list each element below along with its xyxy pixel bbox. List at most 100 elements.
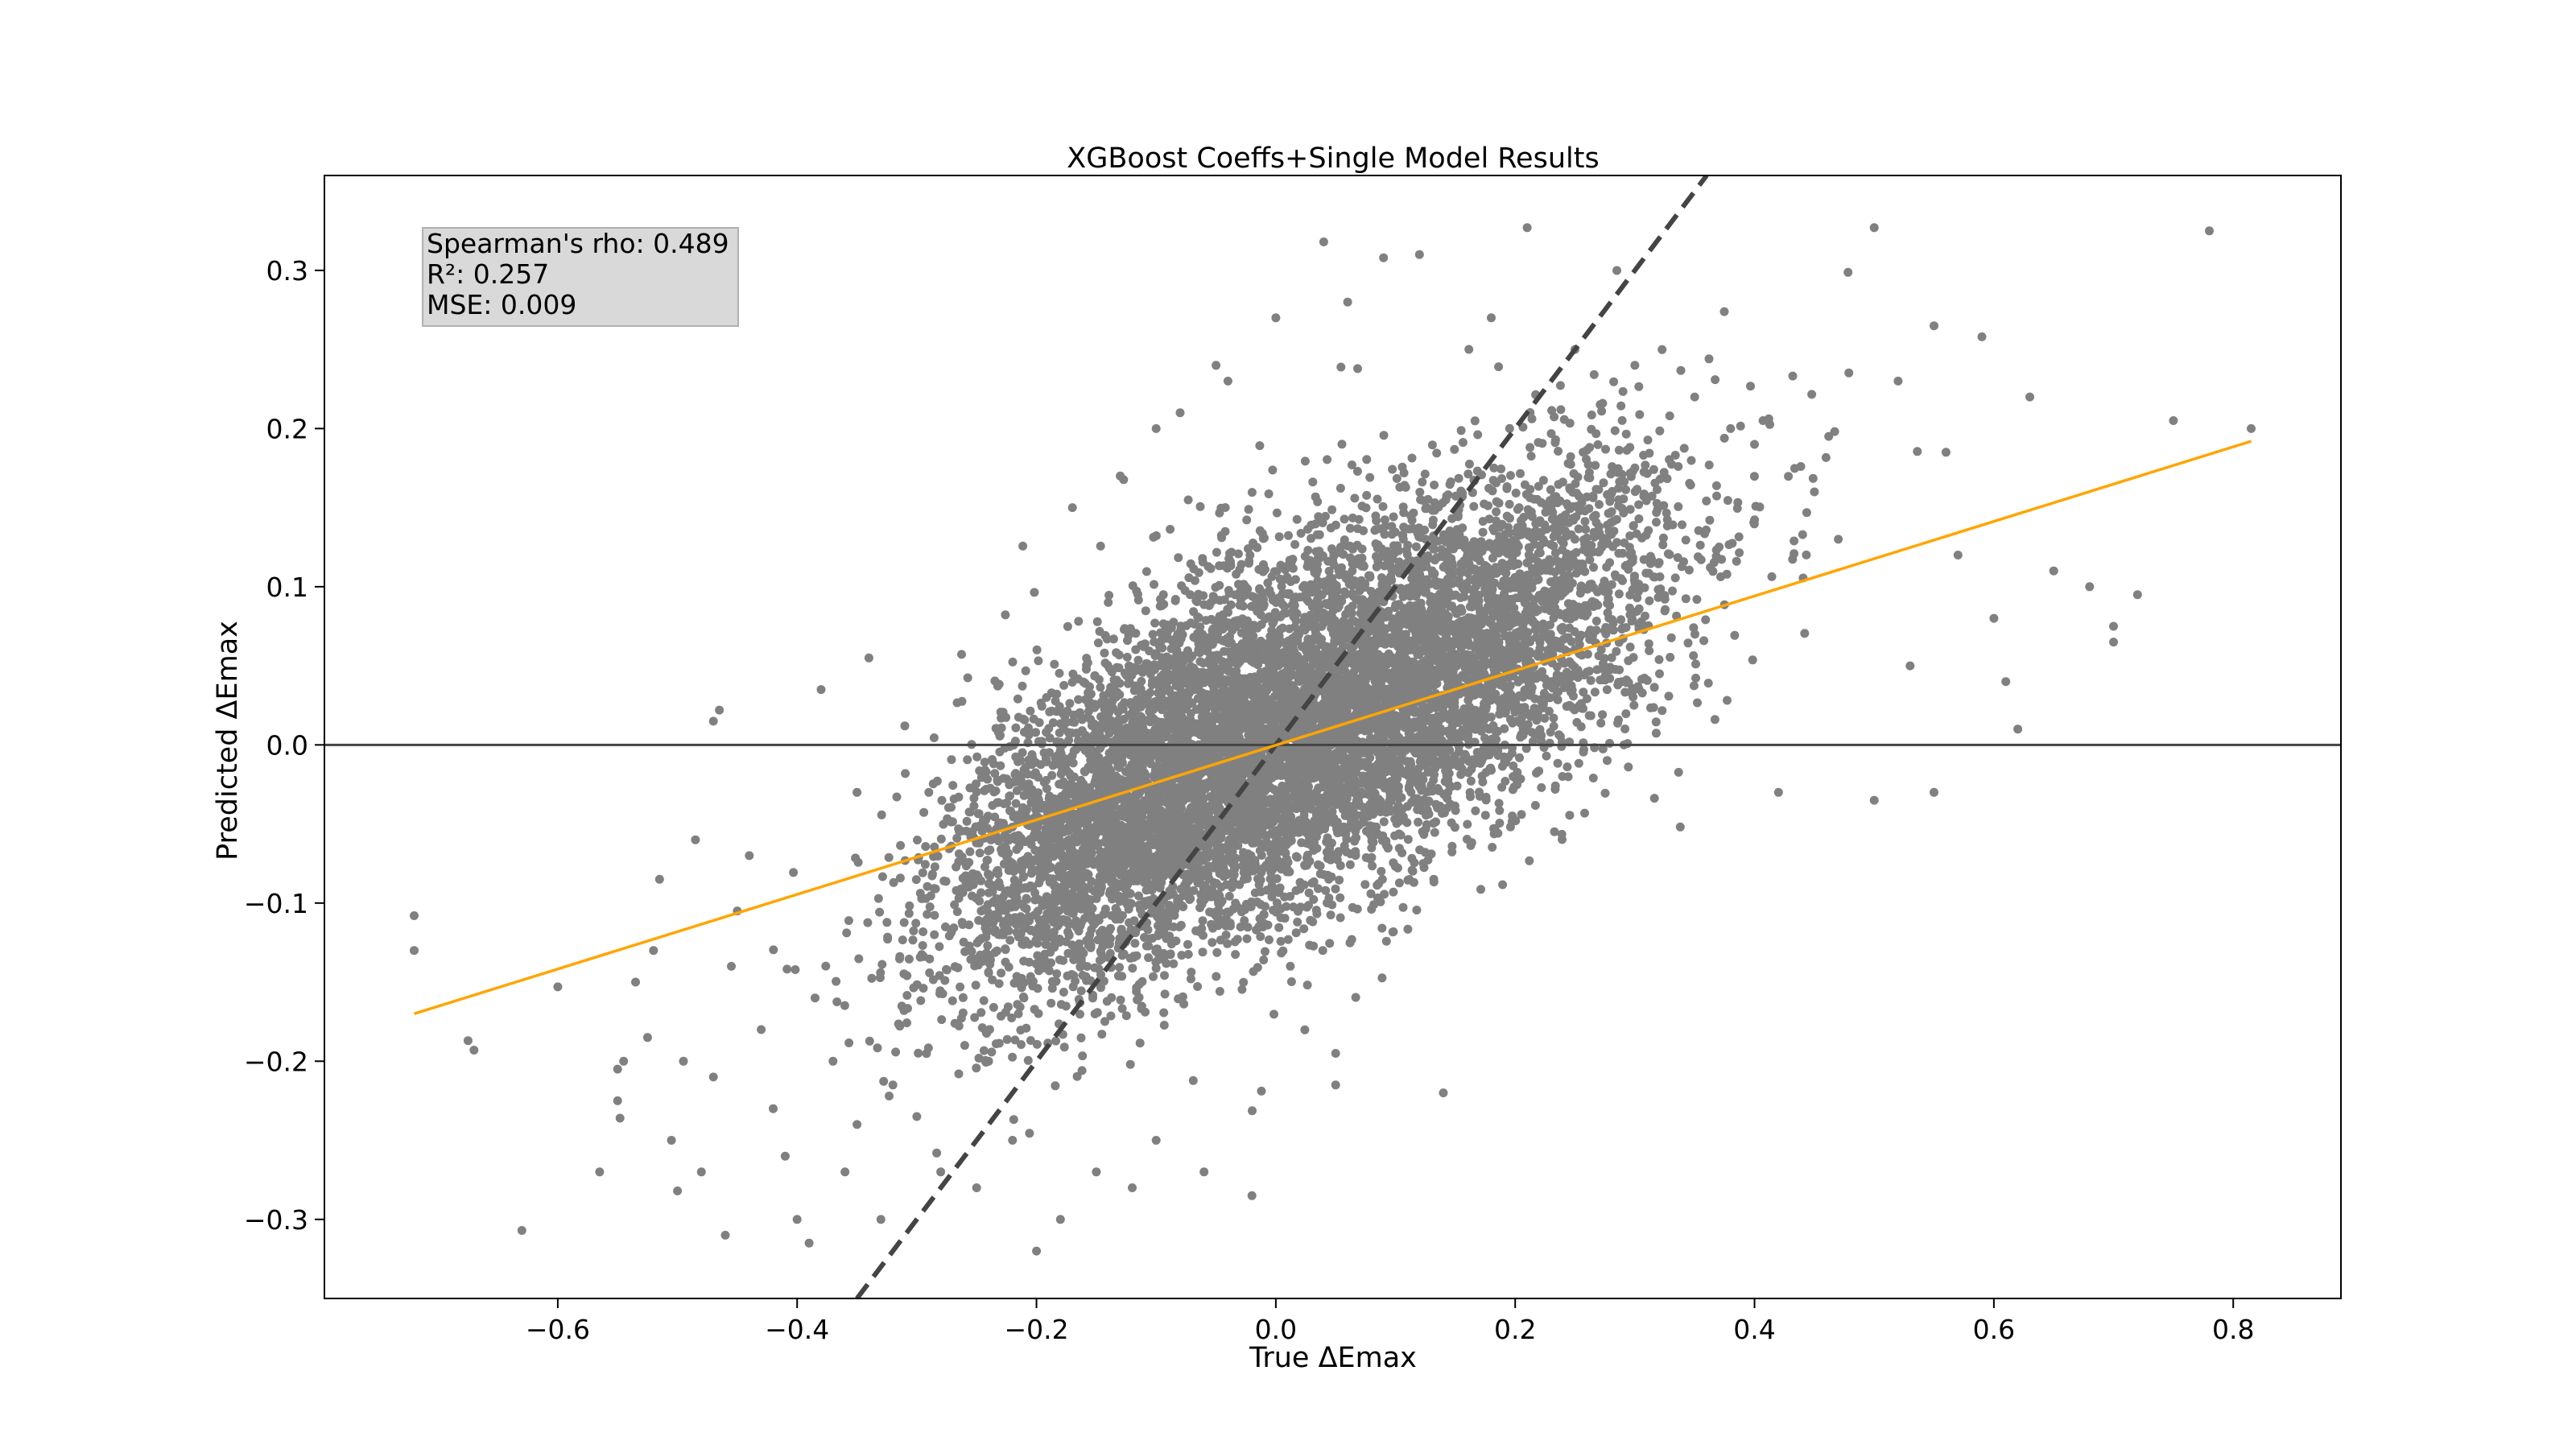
scatter-point (1712, 491, 1721, 501)
scatter-point (1704, 354, 1714, 364)
scatter-point (1337, 440, 1347, 449)
scatter-point (1535, 516, 1545, 526)
scatter-point (1658, 533, 1668, 543)
scatter-point (1620, 724, 1630, 733)
scatter-point (1651, 717, 1661, 727)
scatter-point (1345, 860, 1355, 869)
scatter-point (1420, 526, 1430, 535)
scatter-point (1304, 888, 1314, 898)
scatter-point (1257, 1086, 1266, 1096)
scatter-point (1420, 469, 1430, 479)
scatter-point (918, 868, 927, 877)
scatter-point (1104, 597, 1113, 607)
scatter-point (1411, 542, 1421, 551)
scatter-point (1614, 715, 1623, 724)
scatter-point (1554, 447, 1563, 456)
scatter-point (1649, 683, 1659, 692)
scatter-point (1639, 555, 1649, 564)
scatter-point (1654, 654, 1664, 664)
scatter-point (1666, 653, 1675, 662)
scatter-point (1059, 680, 1069, 690)
scatter-point (1403, 924, 1413, 934)
scatter-point (1644, 526, 1653, 535)
scatter-point (904, 954, 914, 964)
scatter-point (1464, 345, 1474, 354)
scatter-point (1174, 553, 1183, 563)
scatter-point (1224, 891, 1234, 901)
scatter-point (1470, 416, 1480, 426)
scatter-point (913, 836, 922, 844)
scatter-point (1087, 877, 1096, 886)
scatter-point (1633, 593, 1642, 603)
scatter-point (1211, 595, 1220, 605)
scatter-point (782, 964, 792, 974)
scatter-point (1365, 571, 1375, 580)
scatter-point (1034, 656, 1043, 666)
scatter-point (1137, 676, 1146, 686)
scatter-point (1476, 885, 1485, 894)
scatter-point (1092, 617, 1102, 626)
scatter-point (919, 927, 928, 936)
scatter-point (1558, 477, 1567, 487)
scatter-point (1594, 485, 1604, 494)
scatter-point (1695, 540, 1705, 550)
scatter-point (1645, 596, 1654, 605)
scatter-point (1715, 543, 1724, 551)
scatter-point (1300, 1025, 1310, 1034)
scatter-point (1657, 345, 1667, 354)
scatter-point (1502, 482, 1512, 491)
scatter-point (1683, 638, 1693, 648)
scatter-point (923, 910, 932, 919)
scatter-point (1649, 703, 1658, 712)
scatter-point (1044, 724, 1054, 733)
scatter-point (1639, 451, 1649, 460)
scatter-point (1844, 368, 1854, 378)
scatter-point (1662, 474, 1672, 484)
scatter-point (1130, 939, 1140, 948)
scatter-point (1537, 782, 1546, 792)
scatter-point (1407, 453, 1417, 463)
scatter-point (1377, 923, 1387, 933)
scatter-point (1177, 581, 1187, 591)
scatter-point (1300, 456, 1310, 466)
scatter-point (1377, 973, 1387, 983)
scatter-point (1398, 902, 1408, 912)
scatter-point (1617, 625, 1627, 634)
scatter-point (971, 980, 980, 990)
scatter-point (1255, 441, 1265, 451)
scatter-point (1446, 782, 1455, 791)
scatter-point (1596, 718, 1606, 728)
scatter-point (1767, 572, 1777, 581)
scatter-point (1241, 905, 1249, 914)
scatter-point (1545, 738, 1554, 748)
scatter-point (1366, 889, 1376, 898)
scatter-point (994, 979, 1004, 989)
scatter-point (962, 816, 972, 826)
scatter-point (997, 968, 1006, 978)
scatter-point (1133, 655, 1143, 665)
scatter-point (1629, 521, 1638, 530)
scatter-point (1347, 935, 1356, 944)
scatter-point (972, 1063, 981, 1073)
scatter-point (1032, 645, 1042, 654)
scatter-point (1321, 886, 1331, 895)
scatter-point (930, 930, 939, 939)
scatter-point (1689, 681, 1699, 691)
scatter-point (1589, 512, 1599, 522)
scatter-point (1188, 1075, 1198, 1085)
scatter-point (769, 945, 778, 955)
scatter-point (1614, 445, 1624, 455)
scatter-point (1065, 699, 1075, 708)
scatter-point (1480, 499, 1489, 509)
scatter-point (1137, 667, 1147, 677)
scatter-point (1699, 636, 1709, 646)
scatter-point (1569, 469, 1579, 478)
scatter-point (1391, 600, 1401, 609)
scatter-point (1013, 1009, 1023, 1018)
scatter-point (1612, 266, 1621, 275)
scatter-point (1802, 508, 1811, 518)
scatter-point (1628, 467, 1637, 477)
scatter-point (1629, 653, 1638, 663)
scatter-point (1381, 936, 1391, 946)
scatter-point (1008, 1052, 1018, 1062)
